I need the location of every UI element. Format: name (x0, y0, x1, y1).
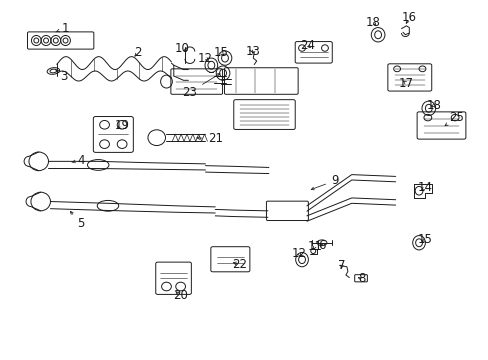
Text: 22: 22 (232, 258, 246, 271)
Text: 16: 16 (401, 12, 416, 24)
Text: 9: 9 (311, 174, 338, 190)
Text: 14: 14 (417, 181, 431, 194)
Text: 12: 12 (291, 247, 306, 260)
Text: 7: 7 (338, 259, 345, 272)
Text: 18: 18 (365, 16, 380, 29)
Text: 3: 3 (55, 69, 68, 82)
Text: 6: 6 (317, 239, 325, 252)
Text: 21: 21 (197, 132, 223, 145)
Text: 15: 15 (213, 46, 228, 59)
Text: 8: 8 (357, 272, 365, 285)
Text: 5: 5 (70, 211, 84, 230)
Text: 18: 18 (426, 99, 440, 112)
Text: 4: 4 (72, 154, 85, 167)
Text: 2: 2 (134, 46, 142, 59)
Text: 13: 13 (245, 45, 260, 58)
Text: 10: 10 (174, 41, 189, 54)
Text: 19: 19 (115, 119, 130, 132)
Text: 15: 15 (417, 233, 431, 246)
Text: 1: 1 (56, 22, 69, 35)
Text: 24: 24 (300, 39, 315, 52)
Text: 25: 25 (444, 111, 463, 126)
Text: 20: 20 (172, 289, 187, 302)
Text: 23: 23 (182, 73, 220, 99)
Text: 11: 11 (306, 240, 322, 253)
Text: 17: 17 (398, 77, 413, 90)
Text: 12: 12 (198, 51, 213, 64)
